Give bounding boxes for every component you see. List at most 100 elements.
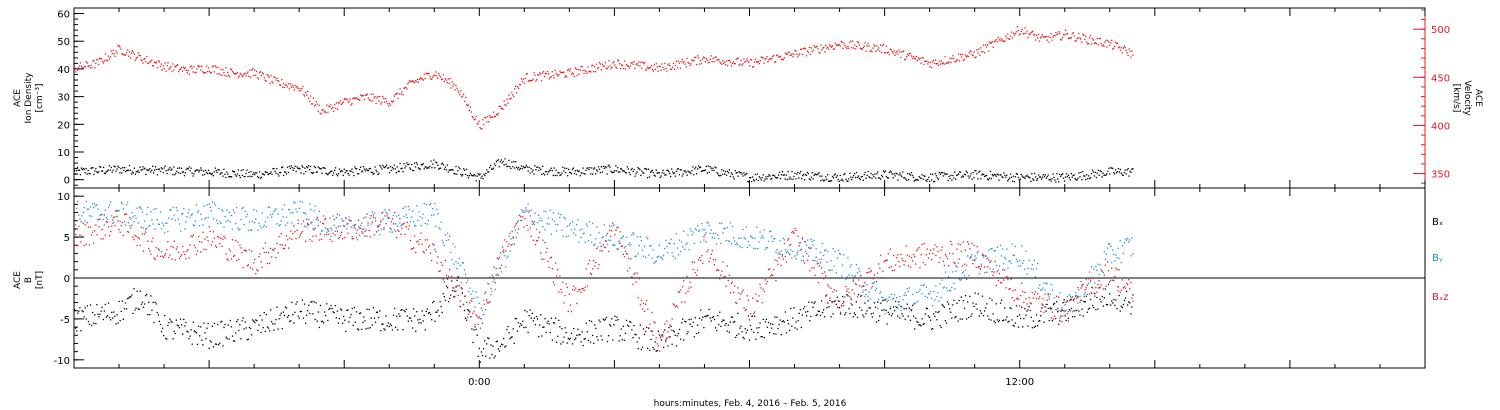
data-point <box>152 223 154 225</box>
data-point <box>538 74 540 76</box>
data-point <box>269 214 272 216</box>
data-point <box>647 168 650 170</box>
data-point <box>174 332 176 335</box>
data-point <box>348 219 350 221</box>
data-point <box>792 178 794 180</box>
data-point <box>395 93 397 95</box>
data-point <box>1098 273 1100 276</box>
data-point <box>398 214 400 216</box>
data-point <box>224 173 226 176</box>
data-point <box>317 219 319 221</box>
data-point <box>970 173 972 175</box>
data-point <box>451 280 453 282</box>
data-point <box>165 170 167 172</box>
data-point <box>164 165 166 167</box>
data-point <box>380 103 382 105</box>
data-point <box>600 166 603 168</box>
data-point <box>840 179 842 182</box>
data-point <box>778 323 780 326</box>
data-point <box>186 72 188 74</box>
data-point <box>798 242 800 244</box>
data-point <box>261 173 264 175</box>
data-point <box>342 322 344 324</box>
data-point <box>844 277 846 279</box>
data-point <box>114 166 116 168</box>
data-point <box>364 235 366 237</box>
data-point <box>321 230 324 232</box>
data-point <box>467 316 469 318</box>
data-point <box>682 246 684 248</box>
data-point <box>275 172 277 174</box>
data-point <box>464 96 467 99</box>
data-point <box>176 246 179 248</box>
data-point <box>281 86 284 88</box>
y2-tick-label: 400 <box>1431 121 1450 132</box>
data-point <box>697 259 700 261</box>
data-point <box>438 270 440 273</box>
data-point <box>917 179 919 181</box>
data-point <box>291 301 293 304</box>
data-point <box>532 222 534 224</box>
data-point <box>411 163 413 166</box>
data-point <box>458 91 460 94</box>
data-point <box>473 310 475 312</box>
data-point <box>524 309 526 312</box>
data-point <box>574 170 577 172</box>
data-point <box>688 318 690 321</box>
data-point <box>750 180 753 183</box>
data-point <box>742 175 744 177</box>
data-point <box>684 248 686 251</box>
data-point <box>635 281 637 283</box>
data-point <box>488 337 490 340</box>
data-point <box>880 302 882 304</box>
data-point <box>257 329 259 332</box>
data-point <box>1099 298 1101 301</box>
data-point <box>438 74 441 76</box>
data-point <box>670 68 672 70</box>
data-point <box>813 44 815 47</box>
data-point <box>150 61 152 63</box>
data-point <box>283 86 286 89</box>
data-point <box>939 173 941 176</box>
data-point <box>825 44 827 47</box>
data-point <box>384 101 386 103</box>
data-point <box>990 319 992 321</box>
data-point <box>679 169 681 171</box>
data-point <box>414 80 417 82</box>
data-point <box>360 171 363 173</box>
data-point <box>296 301 298 303</box>
data-point <box>98 226 100 228</box>
data-point <box>795 321 797 323</box>
data-point <box>124 213 127 215</box>
data-point <box>227 259 229 261</box>
data-point <box>828 269 830 271</box>
data-point <box>82 167 84 170</box>
data-point <box>1064 315 1066 317</box>
data-point <box>470 316 472 318</box>
data-point <box>925 307 928 309</box>
data-point <box>340 309 343 311</box>
data-point <box>960 296 962 298</box>
data-point <box>255 172 258 174</box>
data-point <box>368 99 370 101</box>
data-point <box>534 323 537 326</box>
data-point <box>987 257 989 259</box>
data-point <box>619 171 621 173</box>
data-point <box>522 216 524 218</box>
data-point <box>461 288 464 290</box>
data-point <box>665 339 667 341</box>
data-point <box>1089 35 1092 37</box>
data-point <box>201 65 203 68</box>
data-point <box>700 170 703 172</box>
data-point <box>855 264 858 266</box>
data-point <box>562 166 564 168</box>
data-point <box>1080 299 1082 301</box>
data-point <box>274 247 276 250</box>
data-point <box>136 171 138 173</box>
data-point <box>412 169 415 172</box>
data-point <box>525 73 527 76</box>
data-point <box>167 324 169 327</box>
data-point <box>657 345 659 347</box>
data-point <box>153 208 155 211</box>
